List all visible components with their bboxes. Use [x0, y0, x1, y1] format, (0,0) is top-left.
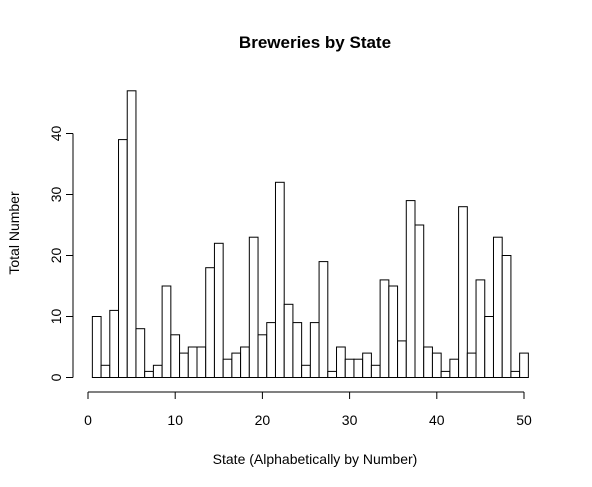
bars-group: [91, 90, 529, 379]
x-tick-label: 0: [84, 412, 92, 428]
bar: [100, 364, 111, 378]
bar: [336, 346, 346, 378]
x-axis: 0 10 20 30 40 50: [84, 391, 532, 428]
bar: [344, 358, 355, 379]
bar: [118, 139, 128, 378]
bar: [170, 334, 181, 378]
bar: [458, 206, 468, 378]
bar: [466, 352, 477, 379]
bar: [423, 346, 433, 378]
x-tick-label: 40: [429, 412, 445, 428]
bar: [510, 370, 521, 378]
bar: [484, 316, 494, 378]
bar: [161, 285, 172, 378]
bar: [222, 358, 233, 379]
bar: [492, 236, 503, 378]
bar: [109, 309, 120, 378]
bar: [274, 181, 285, 378]
bar: [405, 200, 416, 378]
y-axis: 0 10 20 30 40: [48, 126, 74, 381]
y-tick-label: 20: [48, 248, 64, 264]
bar: [179, 352, 189, 379]
bar: [91, 316, 102, 378]
bar: [283, 303, 294, 378]
bar: [475, 279, 486, 378]
bar: [309, 322, 320, 379]
bar: [231, 352, 242, 379]
bar: [126, 90, 137, 379]
x-tick-label: 50: [516, 412, 532, 428]
bar: [301, 364, 311, 378]
bar: [318, 261, 329, 379]
bar: [213, 242, 224, 378]
x-tick-label: 30: [342, 412, 358, 428]
bar: [440, 370, 451, 378]
bar: [205, 267, 215, 379]
bar: [414, 224, 425, 378]
bar: [519, 352, 529, 379]
bar: [266, 322, 276, 379]
bar: [353, 358, 364, 379]
y-tick-label: 40: [48, 126, 64, 142]
bar: [152, 364, 163, 378]
bar: [257, 334, 268, 378]
y-tick-label: 10: [48, 309, 64, 325]
x-tick-label: 10: [167, 412, 183, 428]
chart-title: Breweries by State: [239, 33, 391, 52]
bar: [388, 285, 399, 378]
bar: [449, 358, 460, 379]
bar: [187, 346, 198, 378]
bar: [379, 279, 390, 378]
bar: [248, 236, 259, 378]
bar: [240, 346, 250, 378]
bar: [431, 352, 442, 379]
bar: [327, 370, 338, 378]
bar: [144, 370, 154, 378]
bar: [501, 255, 512, 378]
y-tick-label: 30: [48, 187, 64, 203]
bar: [397, 340, 407, 378]
bar: [292, 322, 303, 379]
bar: [370, 364, 381, 378]
y-tick-label: 0: [48, 373, 64, 381]
y-axis-label: Total Number: [6, 191, 22, 275]
bar: [135, 328, 146, 379]
bar: [196, 346, 207, 378]
x-axis-label: State (Alphabetically by Number): [213, 451, 418, 467]
bar: [362, 352, 372, 379]
x-tick-label: 20: [255, 412, 271, 428]
